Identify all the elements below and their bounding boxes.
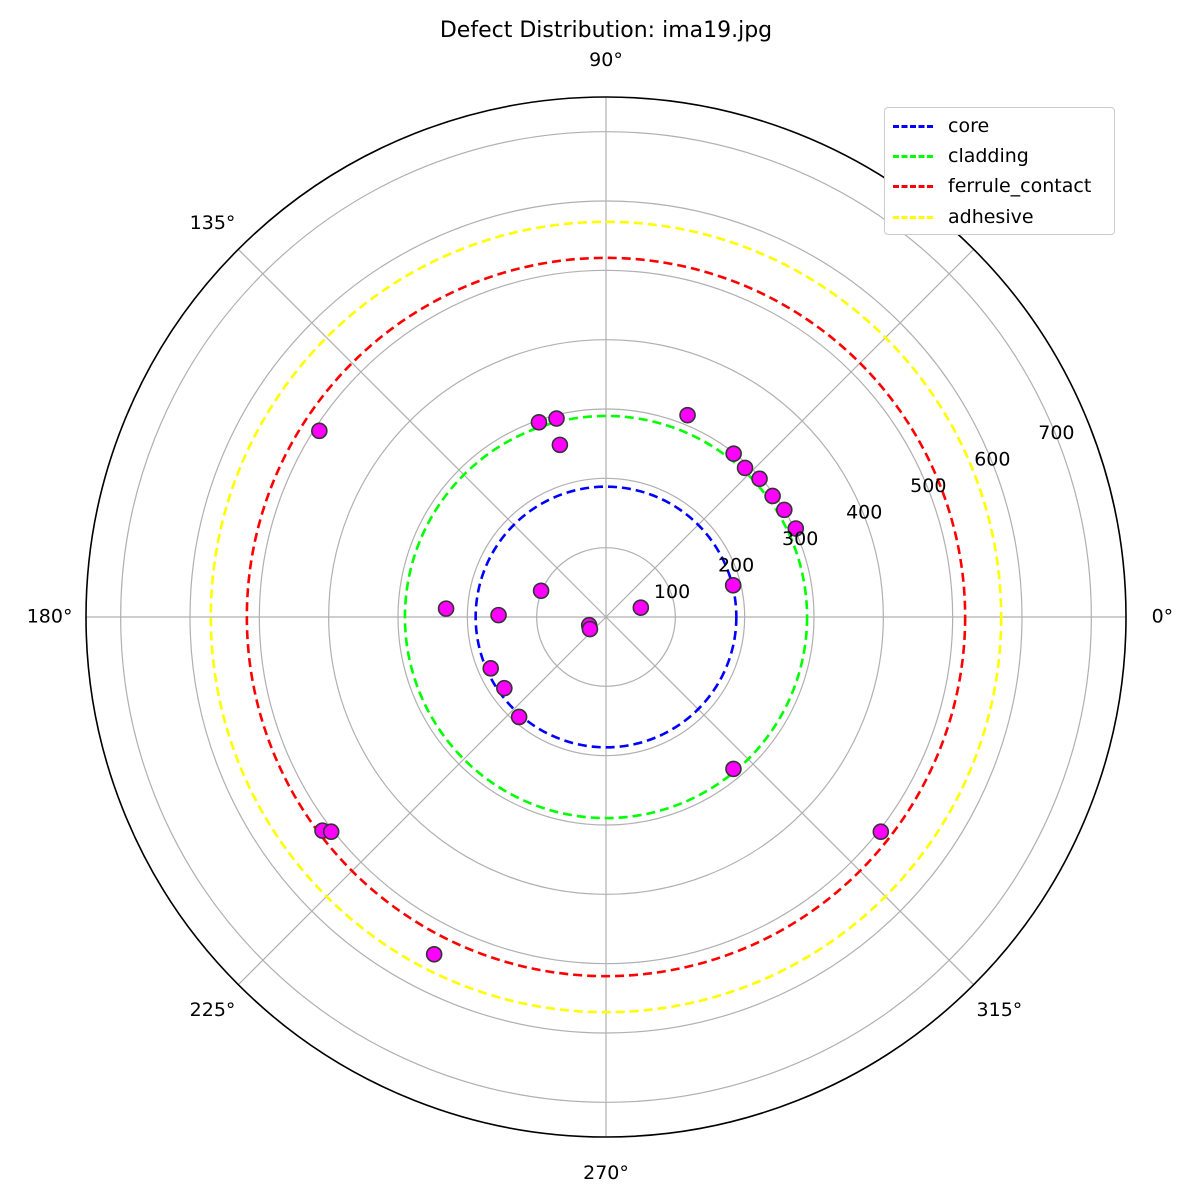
defect-point [530, 413, 548, 431]
defect-point [787, 520, 805, 537]
angle-gridline [237, 616, 607, 986]
angle-tick-label: 225° [190, 999, 236, 1021]
label-layer: 1002003004005006007000°45°90°135°180°225… [27, 49, 1173, 1184]
legend-line-core [893, 124, 933, 128]
legend-label-cladding: cladding [948, 145, 1029, 167]
radial-tick-label: 600 [974, 448, 1010, 470]
radial-gridline [258, 269, 954, 965]
radial-gridline [397, 408, 815, 826]
angle-tick-label: 0° [1152, 606, 1174, 628]
defect-point [311, 422, 328, 440]
radial-tick-label: 300 [782, 528, 818, 550]
defect-point [496, 679, 513, 697]
radial-gridline [189, 200, 1023, 1034]
polar-frame [85, 96, 1127, 1138]
point-layer [311, 406, 890, 963]
defect-point [725, 760, 742, 778]
legend-line-ferrule-contact [893, 184, 933, 188]
series-layer [209, 220, 1003, 1014]
defect-point [482, 660, 500, 677]
defect-point [736, 459, 754, 477]
angle-tick-label: 90° [589, 49, 623, 71]
angle-tick-label: 135° [190, 212, 236, 234]
radial-tick-label: 400 [846, 501, 882, 523]
chart-title: Defect Distribution: ima19.jpg [439, 18, 773, 43]
defect-point [751, 470, 768, 488]
legend-label-ferrule-contact: ferrule_contact [948, 175, 1092, 197]
defect-point [724, 576, 742, 594]
defect-point [322, 823, 340, 841]
series-line-cladding [403, 414, 809, 820]
angle-tick-label: 180° [27, 606, 73, 628]
radial-tick-label: 700 [1038, 422, 1074, 444]
legend-entry-adhesive: adhesive [893, 202, 1034, 232]
series-line-adhesive [209, 220, 1003, 1014]
series-line-core [474, 485, 738, 749]
legend-line-adhesive [893, 215, 933, 219]
defect-point [872, 823, 890, 841]
angle-gridline [237, 248, 607, 618]
legend-entry-cladding: cladding [893, 141, 1029, 171]
angle-tick-label: 270° [583, 1162, 629, 1184]
grid-layer [85, 96, 1127, 1138]
radial-gridline [466, 477, 746, 757]
radial-gridline [120, 131, 1092, 1103]
angle-gridline [605, 248, 975, 618]
defect-point [679, 406, 696, 424]
angle-gridline [605, 616, 975, 986]
angle-tick-label: 315° [977, 999, 1023, 1021]
radial-gridline [328, 339, 884, 895]
defect-point [551, 436, 569, 454]
radial-gridline [536, 547, 676, 687]
defect-point [437, 600, 455, 617]
legend-entry-ferrule-contact: ferrule_contact [893, 171, 1091, 201]
defect-point [490, 606, 507, 624]
legend-line-cladding [893, 154, 933, 158]
legend: core cladding ferrule_contact adhesive [884, 107, 1115, 235]
defect-point [632, 599, 650, 616]
defect-point [775, 501, 793, 519]
defect-point [548, 410, 565, 427]
defect-point [532, 582, 550, 600]
series-line-ferrule-contact [245, 256, 967, 978]
defect-point [764, 487, 781, 505]
legend-label-adhesive: adhesive [948, 206, 1034, 228]
defect-point [725, 445, 742, 462]
radial-tick-label: 200 [718, 554, 754, 576]
legend-label-core: core [948, 115, 990, 137]
defect-point [510, 708, 528, 726]
radial-tick-label: 500 [910, 475, 946, 497]
defect-point [425, 945, 443, 963]
defect-point [581, 620, 599, 638]
radial-tick-label: 100 [654, 581, 690, 603]
legend-entry-core: core [893, 111, 989, 141]
